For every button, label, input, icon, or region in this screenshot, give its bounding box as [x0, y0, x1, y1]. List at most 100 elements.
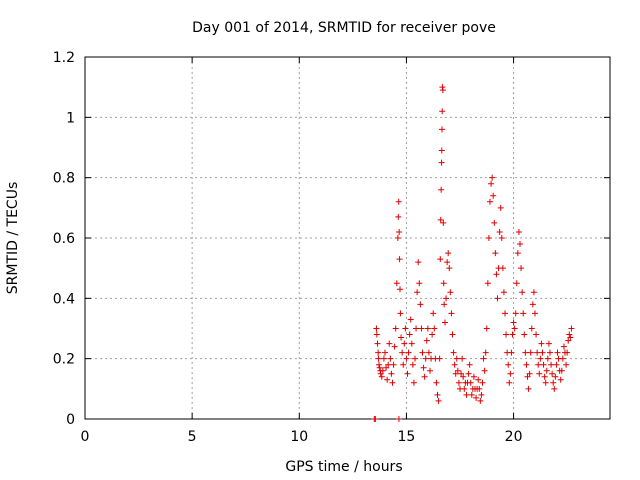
data-point: [514, 250, 521, 257]
data-point: [545, 340, 552, 347]
data-point: [396, 256, 403, 263]
data-point: [533, 331, 540, 338]
data-point: [475, 376, 482, 383]
data-point: [460, 373, 467, 380]
data-point: [518, 265, 525, 272]
data-point: [528, 325, 535, 332]
data-point: [435, 397, 442, 404]
data-point: [414, 289, 421, 296]
data-point: [437, 256, 444, 263]
data-point: [543, 367, 550, 374]
data-point: [393, 280, 400, 287]
data-point: [551, 385, 558, 392]
data-point: [542, 379, 549, 386]
data-point: [512, 310, 519, 317]
data-point: [420, 364, 427, 371]
data-point: [376, 364, 383, 371]
data-point: [566, 331, 573, 338]
data-point: [376, 361, 382, 368]
data-point: [503, 331, 510, 338]
data-point: [387, 355, 394, 362]
data-point: [548, 361, 555, 368]
data-point: [489, 174, 496, 181]
data-point: [500, 289, 507, 296]
data-point: [564, 349, 571, 356]
data-point: [454, 367, 461, 374]
data-point: [510, 319, 517, 326]
data-point: [419, 349, 426, 356]
y-axis-label: SRMTID / TECUs: [5, 182, 21, 295]
data-point: [395, 198, 402, 205]
data-point: [397, 286, 403, 293]
data-point: [396, 228, 403, 235]
data-point: [554, 349, 561, 356]
y-tick-label: 0: [66, 412, 75, 428]
data-point: [544, 355, 551, 362]
data-point: [380, 355, 387, 362]
data-point: [529, 301, 536, 308]
data-point: [446, 265, 453, 272]
data-point: [559, 355, 566, 362]
data-point: [445, 250, 452, 257]
data-point: [539, 349, 546, 356]
data-point: [391, 343, 398, 350]
data-point: [439, 108, 446, 115]
data-point: [538, 340, 545, 347]
data-point: [452, 370, 459, 377]
data-point: [424, 325, 431, 332]
y-tick-label: 0.6: [53, 231, 75, 247]
data-point: [513, 280, 520, 287]
data-point: [522, 349, 529, 356]
axis-ticks: 0 0.2 0.4 0.6 0.8 1 1.2 0 5 10 15 20: [53, 50, 610, 445]
data-point: [468, 391, 475, 398]
data-point: [530, 289, 537, 296]
data-point: [535, 361, 542, 368]
data-point: [409, 361, 416, 368]
data-point: [384, 376, 391, 383]
x-axis-label: GPS time / hours: [285, 459, 402, 475]
data-point: [565, 337, 572, 344]
data-point: [508, 349, 515, 356]
data-point: [413, 325, 420, 332]
data-point: [407, 316, 414, 323]
data-point: [402, 325, 409, 332]
data-point: [483, 325, 490, 332]
data-point: [473, 394, 480, 401]
data-point: [373, 325, 380, 332]
data-point: [422, 355, 429, 362]
data-point: [517, 241, 523, 248]
data-point: [525, 385, 532, 392]
data-point: [379, 367, 386, 374]
data-point: [447, 289, 454, 296]
data-point: [431, 325, 438, 332]
data-point: [375, 349, 382, 356]
data-point: [519, 289, 526, 296]
data-point: [490, 192, 497, 199]
data-point: [450, 349, 457, 356]
data-point: [395, 416, 402, 422]
data-point: [405, 349, 412, 356]
data-point: [487, 198, 493, 205]
data-point: [408, 340, 415, 347]
data-point: [398, 334, 405, 341]
data-point: [521, 331, 528, 338]
data-points: [371, 84, 575, 422]
data-point: [453, 355, 460, 362]
data-point: [505, 361, 512, 368]
data-point: [455, 379, 462, 386]
data-point: [439, 87, 446, 94]
y-tick-label: 1: [66, 110, 75, 126]
data-point: [448, 310, 455, 317]
data-point: [412, 355, 418, 362]
data-point: [527, 349, 534, 356]
data-point: [395, 213, 402, 220]
data-point: [552, 373, 559, 380]
data-point: [418, 325, 425, 332]
y-tick-label: 0.4: [53, 291, 75, 307]
data-point: [429, 331, 436, 338]
data-point: [557, 376, 564, 383]
data-point: [382, 349, 388, 356]
data-point: [417, 301, 424, 308]
data-point: [386, 340, 393, 347]
